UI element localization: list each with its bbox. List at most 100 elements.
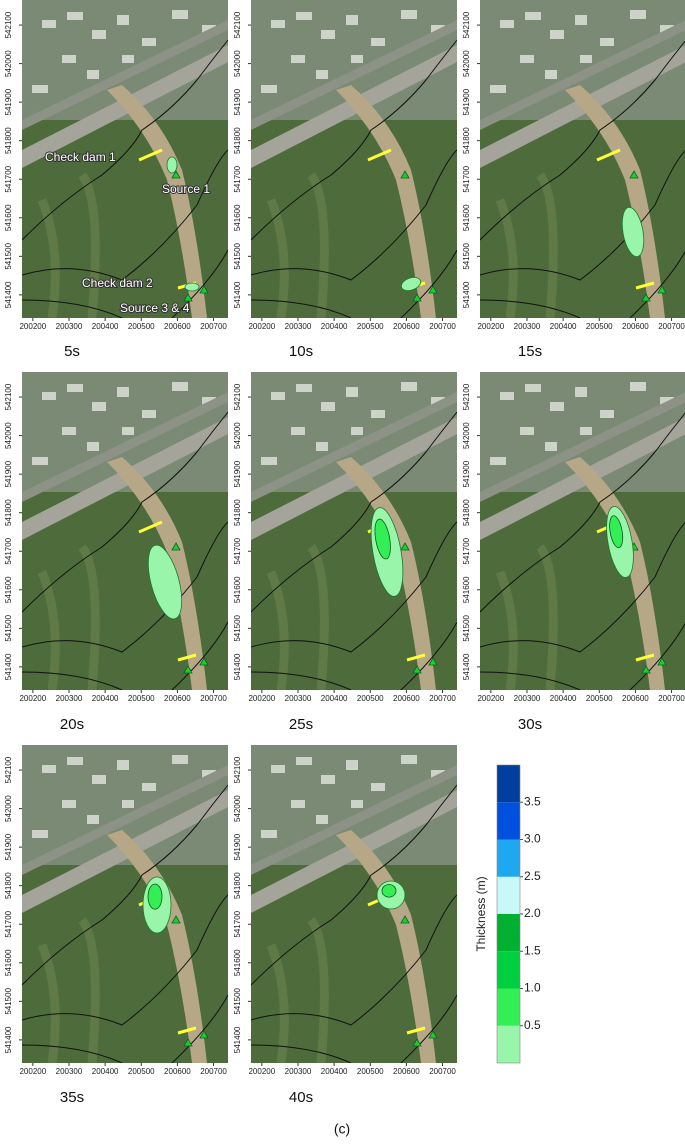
x-tick-label: 200300 [56, 1067, 83, 1076]
time-label: 35s [60, 1089, 84, 1106]
y-tick-label: 541800 [4, 499, 13, 526]
flow-layer [621, 206, 645, 258]
time-label: 25s [289, 716, 313, 733]
y-tick-label: 541400 [4, 653, 13, 680]
colorbar-block [497, 914, 520, 952]
x-tick-label: 200400 [321, 694, 348, 703]
x-tick-label: 200200 [19, 322, 46, 331]
time-label: 10s [289, 343, 313, 360]
y-tick-label: 541900 [4, 88, 13, 115]
y-tick-label: 541700 [233, 910, 242, 937]
annotation: Source 1 [162, 182, 210, 196]
x-tick-label: 200600 [164, 694, 191, 703]
y-tick-label: 541700 [233, 165, 242, 192]
x-tick-label: 200500 [128, 322, 155, 331]
y-tick-label: 542100 [462, 11, 471, 38]
y-tick-label: 541700 [462, 537, 471, 564]
debris-flow [400, 277, 422, 291]
y-tick-label: 541800 [462, 127, 471, 154]
x-tick-label: 200700 [429, 1067, 456, 1076]
y-tick-label: 541800 [233, 872, 242, 899]
map-image [251, 0, 457, 318]
y-tick-label: 541800 [233, 499, 242, 526]
x-tick-label: 200400 [92, 1067, 119, 1076]
colorbar-label: 1.5 [524, 943, 541, 957]
y-tick-label: 541400 [4, 1026, 13, 1053]
y-tick-label: 541900 [4, 460, 13, 487]
map-image [251, 745, 457, 1063]
y-tick-label: 542100 [462, 383, 471, 410]
y-tick-label: 542000 [4, 422, 13, 449]
x-tick-label: 200700 [200, 694, 227, 703]
y-tick-label: 541900 [233, 460, 242, 487]
flow-layer [142, 876, 172, 934]
y-tick-label: 541500 [4, 242, 13, 269]
y-tick-label: 542000 [4, 795, 13, 822]
colorbar-label: 2.5 [524, 869, 541, 883]
y-tick-label: 541600 [4, 949, 13, 976]
y-tick-label: 541500 [233, 242, 242, 269]
x-tick-label: 200300 [285, 1067, 312, 1076]
debris-flow [621, 206, 645, 258]
x-tick-label: 200600 [393, 322, 420, 331]
y-tick-label: 542000 [462, 422, 471, 449]
y-tick-label: 542000 [233, 50, 242, 77]
y-tick-label: 541900 [233, 88, 242, 115]
x-tick-label: 200500 [128, 694, 155, 703]
y-tick-label: 541900 [462, 88, 471, 115]
x-tick-label: 200200 [19, 694, 46, 703]
debris-flow-core [609, 515, 624, 549]
time-label: 5s [64, 343, 80, 360]
y-tick-label: 541500 [4, 987, 13, 1014]
y-tick-label: 541500 [462, 242, 471, 269]
colorbar-block [497, 765, 520, 803]
y-tick-label: 541500 [233, 987, 242, 1014]
x-tick-label: 200300 [285, 322, 312, 331]
colorbar-block [497, 802, 520, 840]
y-tick-label: 542100 [233, 383, 242, 410]
colorbar-label: 3.5 [524, 794, 541, 808]
colorbar-label: 3.0 [524, 832, 541, 846]
x-tick-label: 200700 [200, 322, 227, 331]
y-tick-label: 541700 [4, 537, 13, 564]
x-tick-label: 200400 [92, 694, 119, 703]
y-tick-label: 541500 [4, 614, 13, 641]
x-tick-label: 200200 [248, 322, 275, 331]
colorbar-label: 0.5 [524, 1018, 541, 1032]
debris-flow-core [147, 883, 163, 910]
x-tick-label: 200700 [429, 694, 456, 703]
y-tick-label: 541400 [462, 653, 471, 680]
flow-layer [166, 156, 200, 292]
flow-layer [370, 507, 404, 597]
y-tick-label: 542100 [233, 11, 242, 38]
time-label: 40s [289, 1089, 313, 1106]
x-tick-label: 200200 [19, 1067, 46, 1076]
y-tick-label: 541600 [233, 949, 242, 976]
colorbar-label: 2.0 [524, 906, 541, 920]
x-tick-label: 200400 [321, 322, 348, 331]
y-tick-label: 541600 [233, 576, 242, 603]
colorbar-block [497, 988, 520, 1026]
y-tick-label: 541400 [233, 281, 242, 308]
x-tick-label: 200300 [56, 694, 83, 703]
debris-flow-core [381, 884, 397, 898]
y-tick-label: 541500 [462, 614, 471, 641]
y-tick-label: 542100 [4, 11, 13, 38]
x-tick-label: 200400 [550, 694, 577, 703]
y-tick-label: 542000 [233, 795, 242, 822]
y-tick-label: 541400 [462, 281, 471, 308]
x-tick-label: 200500 [586, 322, 613, 331]
y-tick-label: 541800 [233, 127, 242, 154]
annotation: Check dam 2 [82, 276, 153, 290]
y-tick-label: 541700 [4, 165, 13, 192]
x-tick-label: 200600 [393, 694, 420, 703]
x-tick-label: 200600 [393, 1067, 420, 1076]
x-tick-label: 200200 [477, 694, 504, 703]
x-tick-label: 200700 [658, 322, 685, 331]
colorbar-block [497, 1025, 520, 1063]
x-tick-label: 200300 [56, 322, 83, 331]
colorbar-block [497, 951, 520, 989]
y-tick-label: 541800 [462, 499, 471, 526]
flow-layer [606, 506, 634, 578]
